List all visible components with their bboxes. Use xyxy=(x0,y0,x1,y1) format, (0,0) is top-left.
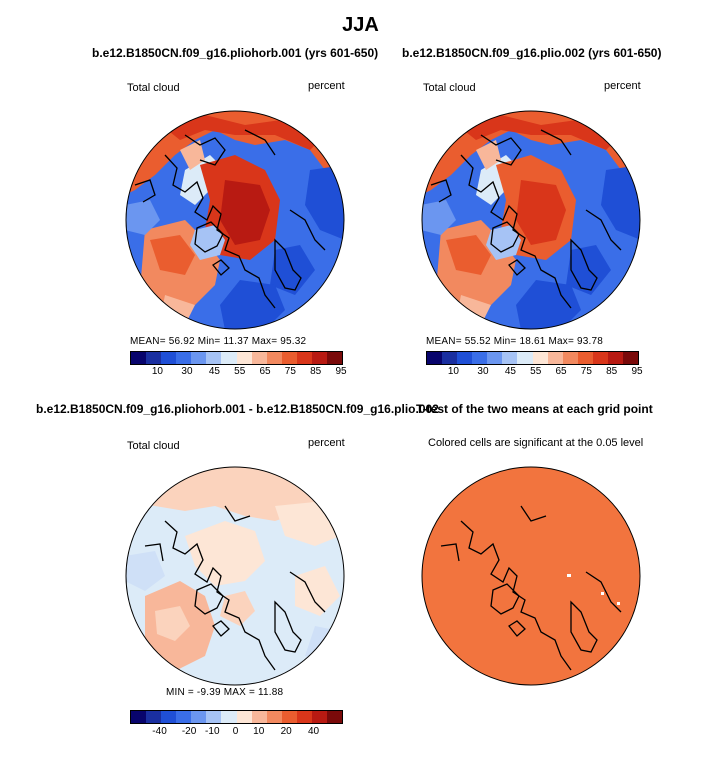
colorbar-swatch xyxy=(251,711,267,723)
colorbar-swatch xyxy=(502,352,518,364)
colorbar-swatch xyxy=(221,711,237,723)
colorbar-swatch xyxy=(266,711,282,723)
panel4-title: T-test of the two means at each grid poi… xyxy=(416,402,653,416)
colorbar-tick: 65 xyxy=(555,366,567,377)
figure-title: JJA xyxy=(342,14,379,36)
panel1-stats: MEAN= 56.92 Min= 11.37 Max= 95.32 xyxy=(130,336,307,347)
colorbar-swatch xyxy=(327,711,343,723)
colorbar-swatch xyxy=(161,711,177,723)
colorbar-swatch xyxy=(161,352,177,364)
colorbar-swatch xyxy=(532,352,548,364)
colorbar-tick: 55 xyxy=(530,366,542,377)
panel3-polar-map xyxy=(125,466,345,686)
colorbar-tick: 95 xyxy=(631,366,643,377)
panel1-variable-label: Total cloud xyxy=(127,82,180,94)
panel1-colorbar xyxy=(130,351,343,365)
colorbar-swatch xyxy=(131,711,147,723)
colorbar-swatch xyxy=(427,352,443,364)
colorbar-swatch xyxy=(206,711,222,723)
colorbar-swatch xyxy=(281,352,297,364)
colorbar-swatch xyxy=(457,352,473,364)
colorbar-swatch xyxy=(562,352,578,364)
panel3-units-label: percent xyxy=(308,437,345,449)
colorbar-swatch xyxy=(191,352,207,364)
colorbar-tick: 20 xyxy=(280,726,292,737)
colorbar-tick: 0 xyxy=(232,726,239,737)
colorbar-swatch xyxy=(176,352,192,364)
colorbar-tick: 45 xyxy=(504,366,516,377)
panel2-title: b.e12.B1850CN.f09_g16.plio.002 (yrs 601-… xyxy=(402,46,662,60)
colorbar-tick: 30 xyxy=(477,366,489,377)
colorbar-tick: 45 xyxy=(208,366,220,377)
colorbar-tick: 85 xyxy=(606,366,618,377)
colorbar-tick: 95 xyxy=(335,366,347,377)
colorbar-swatch xyxy=(311,352,328,364)
panel3-variable-label: Total cloud xyxy=(127,440,180,452)
colorbar-tick: 10 xyxy=(253,726,265,737)
panel1-title: b.e12.B1850CN.f09_g16.pliohorb.001 (yrs … xyxy=(92,46,379,60)
colorbar-swatch xyxy=(517,352,533,364)
colorbar-swatch xyxy=(266,352,282,364)
colorbar-swatch xyxy=(221,352,237,364)
colorbar-swatch xyxy=(442,352,458,364)
panel4-subtitle: Colored cells are significant at the 0.0… xyxy=(428,437,644,449)
panel2-colorbar xyxy=(426,351,639,365)
colorbar-swatch xyxy=(296,352,312,364)
colorbar-swatch xyxy=(607,352,624,364)
panel2-polar-map xyxy=(421,110,641,330)
panel2-variable-label: Total cloud xyxy=(423,82,476,94)
colorbar-tick: 85 xyxy=(310,366,322,377)
colorbar-tick: 65 xyxy=(259,366,271,377)
colorbar-swatch xyxy=(146,711,162,723)
colorbar-tick: -40 xyxy=(152,726,167,737)
panel3-colorbar xyxy=(130,710,343,724)
colorbar-swatch xyxy=(327,352,343,364)
colorbar-swatch xyxy=(592,352,608,364)
colorbar-tick: -20 xyxy=(181,726,197,737)
colorbar-swatch xyxy=(547,352,563,364)
colorbar-swatch xyxy=(236,352,252,364)
panel3-title: b.e12.B1850CN.f09_g16.pliohorb.001 - b.e… xyxy=(36,402,439,416)
colorbar-swatch xyxy=(623,352,639,364)
colorbar-swatch xyxy=(131,352,147,364)
colorbar-swatch xyxy=(311,711,328,723)
colorbar-swatch xyxy=(236,711,252,723)
panel2-stats: MEAN= 55.52 Min= 18.61 Max= 93.78 xyxy=(426,336,603,347)
colorbar-swatch xyxy=(281,711,297,723)
colorbar-tick: 75 xyxy=(284,366,296,377)
colorbar-swatch xyxy=(206,352,222,364)
panel2-units-label: percent xyxy=(604,80,641,92)
colorbar-swatch xyxy=(577,352,593,364)
colorbar-swatch xyxy=(296,711,312,723)
colorbar-tick: 75 xyxy=(580,366,592,377)
panel3-stats: MIN = -9.39 MAX = 11.88 xyxy=(166,687,284,698)
colorbar-swatch xyxy=(146,352,162,364)
colorbar-swatch xyxy=(472,352,488,364)
colorbar-tick: 40 xyxy=(308,726,320,737)
colorbar-swatch xyxy=(191,711,207,723)
colorbar-tick: 10 xyxy=(447,366,459,377)
colorbar-tick: 10 xyxy=(151,366,163,377)
colorbar-tick: 55 xyxy=(234,366,246,377)
colorbar-swatch xyxy=(251,352,267,364)
colorbar-tick: -10 xyxy=(205,726,220,737)
panel4-polar-map xyxy=(421,466,641,686)
panel1-polar-map xyxy=(125,110,345,330)
panel1-units-label: percent xyxy=(308,80,345,92)
colorbar-tick: 30 xyxy=(181,366,193,377)
colorbar-swatch xyxy=(487,352,503,364)
colorbar-swatch xyxy=(176,711,192,723)
